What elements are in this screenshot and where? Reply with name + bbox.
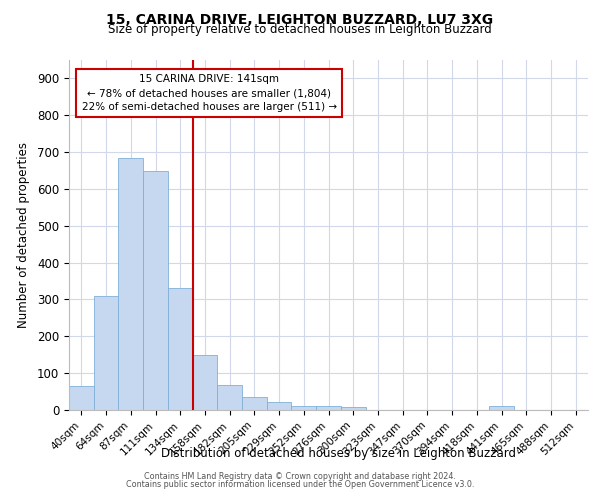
Bar: [489, 406, 514, 410]
Bar: [168, 288, 193, 410]
Bar: [69, 386, 94, 410]
Bar: [94, 296, 118, 410]
Bar: [193, 354, 217, 410]
Bar: [267, 402, 292, 410]
Bar: [316, 406, 341, 410]
Text: Distribution of detached houses by size in Leighton Buzzard: Distribution of detached houses by size …: [161, 448, 517, 460]
Bar: [118, 158, 143, 410]
Bar: [341, 407, 365, 410]
Text: Contains HM Land Registry data © Crown copyright and database right 2024.: Contains HM Land Registry data © Crown c…: [144, 472, 456, 481]
Text: Contains public sector information licensed under the Open Government Licence v3: Contains public sector information licen…: [126, 480, 474, 489]
Bar: [217, 385, 242, 410]
Text: 15 CARINA DRIVE: 141sqm
← 78% of detached houses are smaller (1,804)
22% of semi: 15 CARINA DRIVE: 141sqm ← 78% of detache…: [82, 74, 337, 112]
Text: Size of property relative to detached houses in Leighton Buzzard: Size of property relative to detached ho…: [108, 22, 492, 36]
Text: 15, CARINA DRIVE, LEIGHTON BUZZARD, LU7 3XG: 15, CARINA DRIVE, LEIGHTON BUZZARD, LU7 …: [106, 12, 494, 26]
Bar: [292, 406, 316, 410]
Y-axis label: Number of detached properties: Number of detached properties: [17, 142, 30, 328]
Bar: [143, 170, 168, 410]
Bar: [242, 397, 267, 410]
